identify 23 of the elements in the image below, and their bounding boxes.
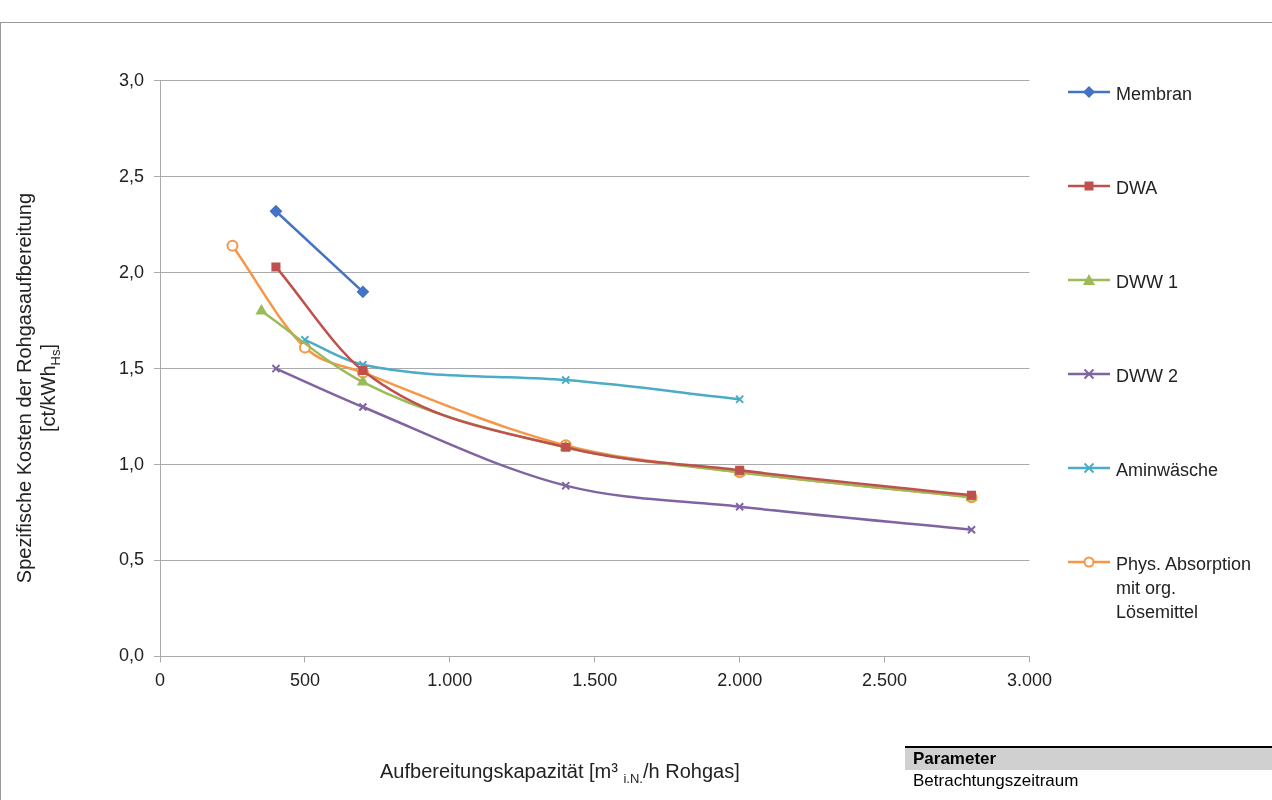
y-tick-label: 2,5 xyxy=(118,165,144,186)
legend-label: DWW 2 xyxy=(1116,365,1179,388)
y-tick-label: 1,5 xyxy=(118,357,144,378)
y-tick-label: 0,0 xyxy=(118,645,144,666)
x-tick-label: 3.000 xyxy=(1006,670,1052,691)
text: Parameter xyxy=(905,746,1272,770)
x-tick-label: 1.000 xyxy=(427,670,473,691)
y-tick-label: 1,0 xyxy=(118,453,144,474)
legend-label: DWW 1 xyxy=(1116,271,1179,294)
x-tick-label: 1.500 xyxy=(572,670,618,691)
x-tick-label: 500 xyxy=(289,670,320,691)
y-tick-label: 0,5 xyxy=(118,549,144,570)
y-tick-label: 2,0 xyxy=(118,261,144,282)
x-tick-label: 0 xyxy=(154,670,166,691)
legend-label: Aminwäsche xyxy=(1116,459,1220,482)
y-tick-label: 3,0 xyxy=(118,69,144,90)
x-axis-title: Aufbereitungskapazität [m³ $_{i.N.}$/h Rohgas] xyxy=(380,760,740,786)
legend-label: Phys. Absorption mit org. Lösemittel xyxy=(1116,553,1253,624)
x-tick-label: 2.000 xyxy=(717,670,763,691)
text: Betrachtungszeitraum xyxy=(912,770,1080,792)
legend-label: Membran xyxy=(1116,83,1194,106)
legend-label: DWA xyxy=(1116,177,1159,200)
x-tick-label: 2.500 xyxy=(862,670,908,691)
